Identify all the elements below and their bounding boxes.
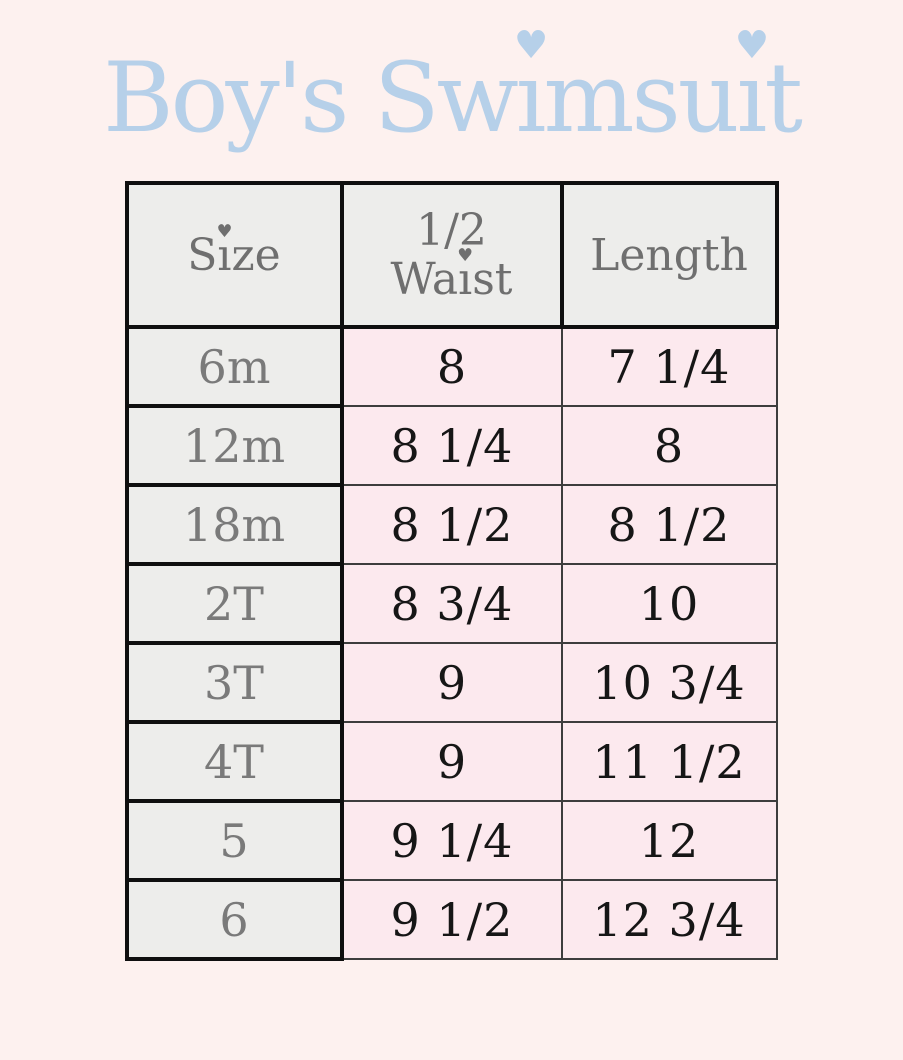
length-cell: 10 bbox=[560, 563, 778, 645]
length-cell: 8 1/2 bbox=[560, 484, 778, 566]
table-row: 2T 8 3/4 10 bbox=[124, 562, 778, 646]
size-cell: 2T bbox=[124, 562, 344, 646]
size-chart-table: Sı ♥ ze 1/2 Waı ♥ st Length 6m 8 7 1/4 12m 8… bbox=[124, 181, 779, 962]
table-row: 4T 9 11 1/2 bbox=[124, 720, 778, 804]
column-header-half-waist: 1/2 Waı ♥ st bbox=[339, 181, 564, 330]
column-header-size: Sı ♥ ze bbox=[124, 181, 344, 330]
half-waist-word: Waı ♥ st bbox=[390, 246, 513, 306]
header-row: Sı ♥ ze 1/2 Waı ♥ st Length bbox=[124, 181, 779, 330]
half-waist-cell: 8 bbox=[340, 326, 563, 408]
heart-dotted-i: ı ♥ bbox=[216, 221, 233, 281]
size-cell: 4T bbox=[124, 720, 344, 804]
half-waist-cell: 9 bbox=[340, 642, 563, 724]
half-waist-cell: 8 1/2 bbox=[340, 484, 563, 566]
heart-dotted-i: ı ♥ bbox=[457, 246, 474, 306]
size-cell: 6 bbox=[124, 878, 344, 962]
heart-dot-icon: ♥ bbox=[734, 22, 769, 68]
size-chart-page: Boy's Swı ♥ msuı ♥ t Sı ♥ ze 1/2 Waı ♥ st Length… bbox=[0, 22, 903, 962]
heart-dot-icon: ♥ bbox=[457, 246, 474, 267]
page-title: Boy's Swı ♥ msuı ♥ t bbox=[103, 22, 803, 154]
length-cell: 8 bbox=[560, 405, 778, 487]
size-cell: 6m bbox=[124, 325, 344, 409]
column-header-length: Length bbox=[559, 181, 779, 330]
half-waist-cell: 9 1/2 bbox=[340, 879, 563, 961]
table-row: 3T 9 10 3/4 bbox=[124, 641, 778, 725]
heart-dot-icon: ♥ bbox=[216, 221, 233, 242]
table-row: 12m 8 1/4 8 bbox=[124, 404, 778, 488]
heart-dotted-i: ı ♥ bbox=[513, 22, 548, 154]
size-cell: 5 bbox=[124, 799, 344, 883]
size-cell: 3T bbox=[124, 641, 344, 725]
length-cell: 12 3/4 bbox=[560, 879, 778, 961]
length-cell: 7 1/4 bbox=[560, 326, 778, 408]
heart-dotted-i: ı ♥ bbox=[734, 22, 769, 154]
table-row: 6m 8 7 1/4 bbox=[124, 325, 778, 409]
half-waist-fraction: 1/2 bbox=[416, 205, 487, 256]
table-row: 5 9 1/4 12 bbox=[124, 799, 778, 883]
table-row: 18m 8 1/2 8 1/2 bbox=[124, 483, 778, 567]
length-cell: 10 3/4 bbox=[560, 642, 778, 724]
table-row: 6 9 1/2 12 3/4 bbox=[124, 878, 778, 962]
half-waist-cell: 9 bbox=[340, 721, 563, 803]
heart-dot-icon: ♥ bbox=[513, 22, 548, 68]
half-waist-cell: 9 1/4 bbox=[340, 800, 563, 882]
half-waist-cell: 8 1/4 bbox=[340, 405, 563, 487]
size-cell: 18m bbox=[124, 483, 344, 567]
length-cell: 11 1/2 bbox=[560, 721, 778, 803]
size-cell: 12m bbox=[124, 404, 344, 488]
half-waist-cell: 8 3/4 bbox=[340, 563, 563, 645]
length-cell: 12 bbox=[560, 800, 778, 882]
